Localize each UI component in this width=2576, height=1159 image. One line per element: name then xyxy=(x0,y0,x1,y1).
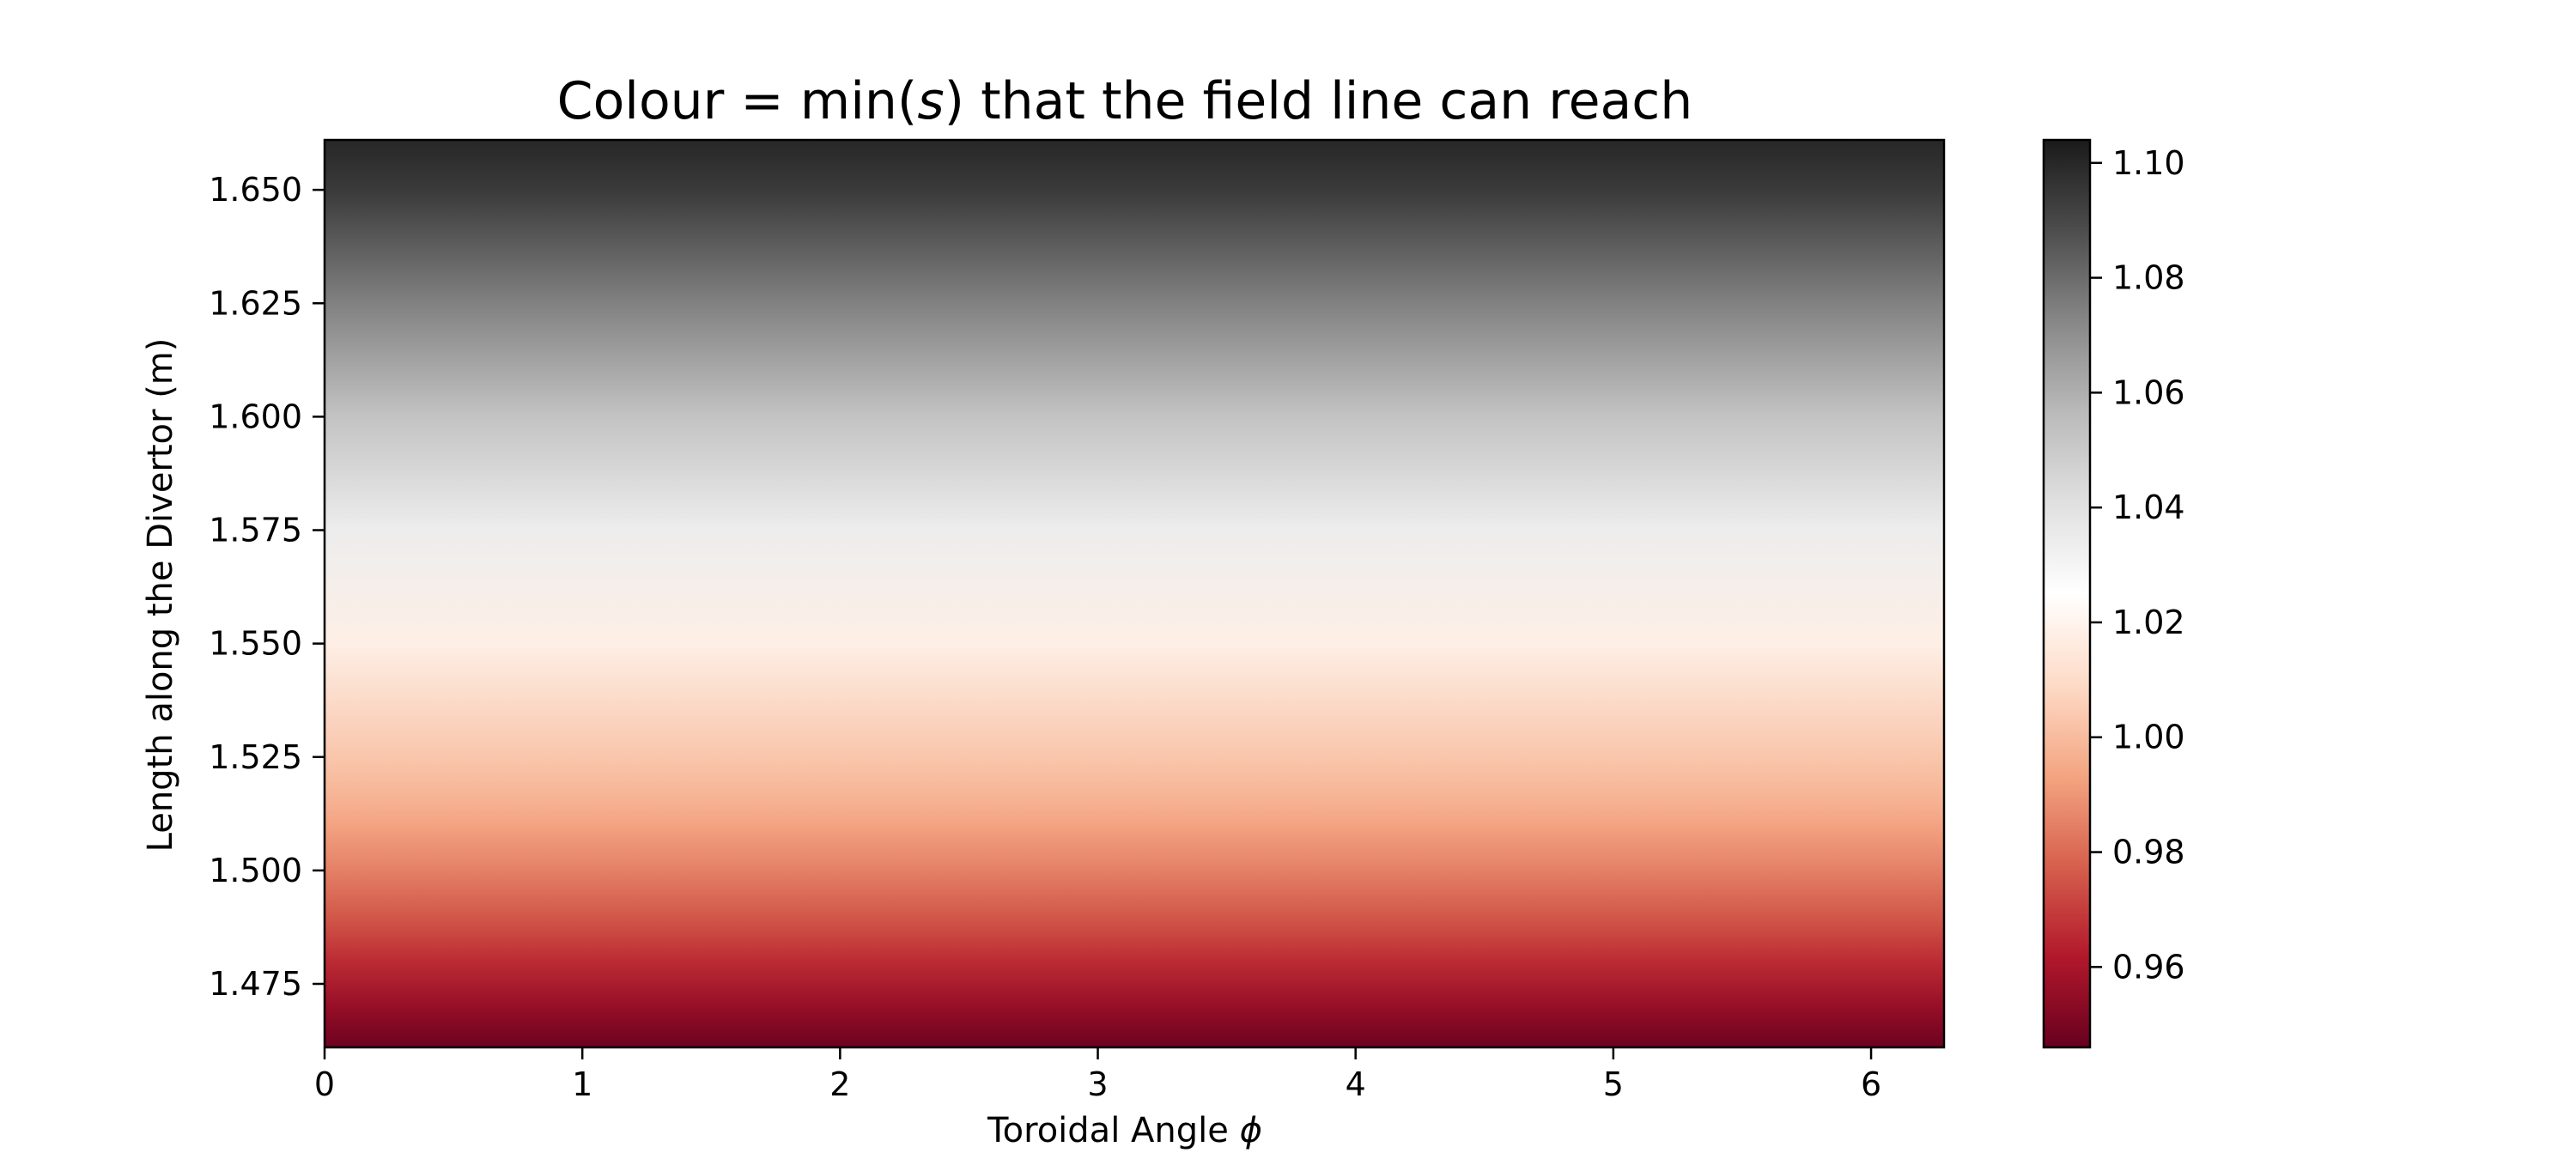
y-tick-label: 1.625 xyxy=(209,284,302,322)
colorbar-tick-label: 0.98 xyxy=(2112,834,2185,871)
y-tick-label: 1.475 xyxy=(209,965,302,1003)
colorbar-frame xyxy=(2042,138,2092,1049)
colorbar-tick-label: 1.02 xyxy=(2112,604,2185,641)
y-tick-label: 1.650 xyxy=(209,171,302,209)
colorbar xyxy=(2044,140,2090,1047)
colorbar-tick-label: 0.96 xyxy=(2112,948,2185,986)
y-axis-ticks: 1.475 1.500 1.525 1.550 1.575 1.600 1.625 1.650 xyxy=(209,171,325,1003)
y-tick-label: 1.600 xyxy=(209,397,302,435)
x-tick-label: 5 xyxy=(1603,1065,1624,1103)
heatmap-plot-area xyxy=(325,140,1944,1047)
x-axis-ticks: 0 1 2 3 4 5 6 xyxy=(314,1047,1881,1103)
y-axis-label: Length along the Divertor (m) xyxy=(141,338,180,853)
x-tick-label: 2 xyxy=(829,1065,850,1103)
colorbar-tick-label: 1.08 xyxy=(2112,259,2185,297)
colorbar-tick-label: 1.00 xyxy=(2112,719,2185,756)
x-tick-label: 6 xyxy=(1861,1065,1881,1103)
x-tick-label: 1 xyxy=(572,1065,592,1103)
colorbar-tick-label: 1.10 xyxy=(2112,144,2185,182)
x-tick-label: 0 xyxy=(314,1065,335,1103)
y-tick-label: 1.500 xyxy=(209,852,302,889)
chart-title: Colour = min(s) that the field line can … xyxy=(557,71,1693,131)
colorbar-tick-label: 1.06 xyxy=(2112,373,2185,411)
x-tick-label: 4 xyxy=(1346,1065,1366,1103)
y-tick-label: 1.550 xyxy=(209,625,302,663)
y-tick-label: 1.525 xyxy=(209,738,302,776)
colorbar-tick-label: 1.04 xyxy=(2112,488,2185,526)
x-axis-label: Toroidal Angle ϕ xyxy=(987,1111,1262,1150)
plot-frame xyxy=(323,138,1946,1049)
y-tick-label: 1.575 xyxy=(209,512,302,549)
colorbar-ticks: 0.96 0.98 1.00 1.02 1.04 1.06 1.08 1.10 xyxy=(2090,144,2185,986)
x-tick-label: 3 xyxy=(1087,1065,1108,1103)
